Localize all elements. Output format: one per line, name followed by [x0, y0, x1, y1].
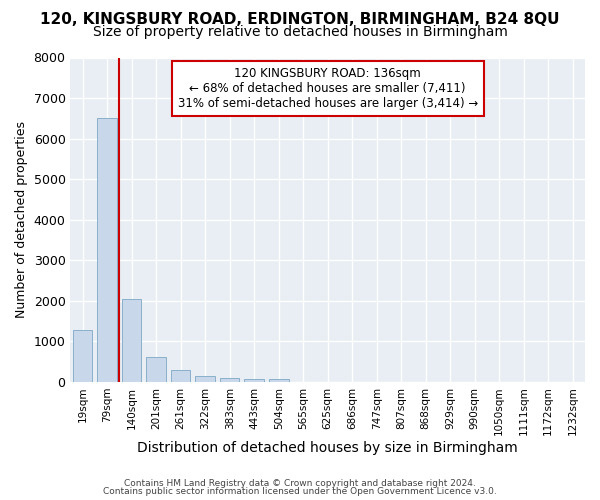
Bar [97, 118, 117, 382]
Text: 120 KINGSBURY ROAD: 136sqm
← 68% of detached houses are smaller (7,411)
31% of s: 120 KINGSBURY ROAD: 136sqm ← 68% of deta… [178, 67, 478, 110]
Bar [122, 298, 142, 382]
Bar [220, 378, 239, 382]
X-axis label: Distribution of detached houses by size in Birmingham: Distribution of detached houses by size … [137, 441, 518, 455]
Bar [196, 376, 215, 382]
Y-axis label: Number of detached properties: Number of detached properties [15, 121, 28, 318]
Text: Contains public sector information licensed under the Open Government Licence v3: Contains public sector information licen… [103, 487, 497, 496]
Bar [146, 356, 166, 382]
Text: Size of property relative to detached houses in Birmingham: Size of property relative to detached ho… [92, 25, 508, 39]
Text: Contains HM Land Registry data © Crown copyright and database right 2024.: Contains HM Land Registry data © Crown c… [124, 478, 476, 488]
Text: 120, KINGSBURY ROAD, ERDINGTON, BIRMINGHAM, B24 8QU: 120, KINGSBURY ROAD, ERDINGTON, BIRMINGH… [40, 12, 560, 28]
Bar [171, 370, 190, 382]
Bar [269, 380, 289, 382]
Bar [244, 380, 264, 382]
Bar [73, 330, 92, 382]
